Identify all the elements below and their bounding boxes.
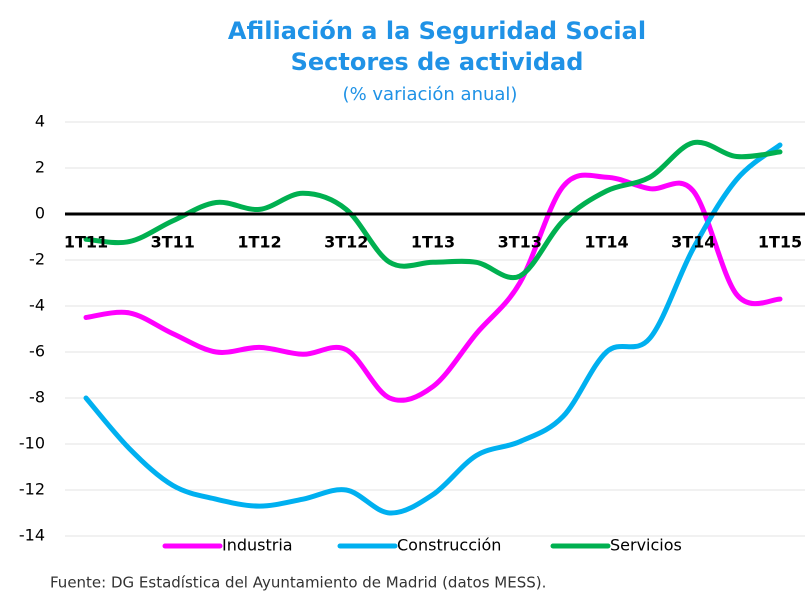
- x-tick-label: 1T14: [584, 233, 628, 252]
- line-series: [83, 142, 783, 516]
- y-tick-label: -12: [19, 480, 45, 499]
- source: Fuente: DG Estadística del Ayuntamiento …: [50, 574, 546, 592]
- y-tick-label: 0: [35, 204, 45, 223]
- legend-label: Construcción: [397, 536, 501, 555]
- y-tick-label: 4: [35, 112, 45, 131]
- line-series: [83, 172, 783, 403]
- y-tick-label: -4: [29, 296, 45, 315]
- line-series: [83, 139, 783, 281]
- legend-label: Industria: [222, 536, 293, 555]
- x-tick-label: 1T13: [411, 233, 455, 252]
- x-tick-label: 3T12: [324, 233, 368, 252]
- y-tick-label: -8: [29, 388, 45, 407]
- y-tick-label: -2: [29, 250, 45, 269]
- x-tick-label: 1T15: [758, 233, 802, 252]
- chart-title: Afiliación a la Seguridad Social: [228, 17, 646, 45]
- y-tick-label: -14: [19, 526, 45, 545]
- y-tick-label: -10: [19, 434, 45, 453]
- y-tick-label: -6: [29, 342, 45, 361]
- unit-note: (% variación anual): [343, 84, 518, 105]
- x-tick-label: 3T13: [498, 233, 542, 252]
- legend-label: Servicios: [610, 536, 682, 555]
- x-tick-label: 3T14: [671, 233, 715, 252]
- x-tick-label: 1T11: [64, 233, 108, 252]
- y-tick-label: 2: [35, 158, 45, 177]
- chart-subtitle: Sectores de actividad: [291, 48, 584, 76]
- x-tick-label: 3T11: [151, 233, 195, 252]
- x-tick-label: 1T12: [237, 233, 281, 252]
